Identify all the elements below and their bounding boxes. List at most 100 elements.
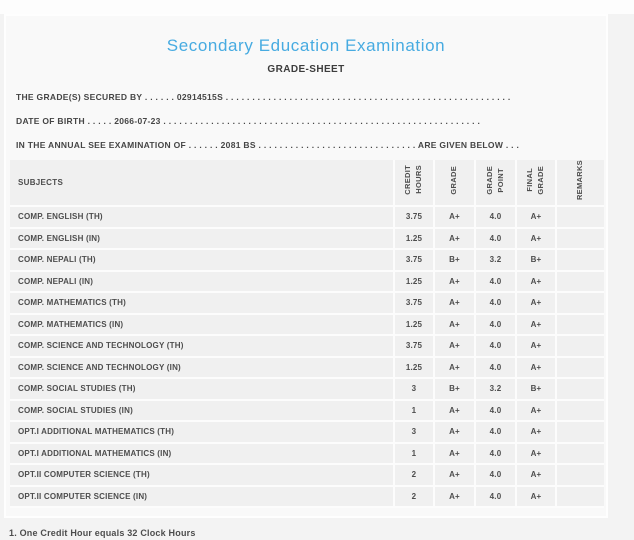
grade-cell: A+ [433, 292, 475, 315]
final-grade-cell: A+ [515, 399, 556, 423]
table-row: OPT.I ADDITIONAL MATHEMATICS (IN) 1 A+ 4.0 A… [10, 442, 604, 466]
subject-cell: COMP. SOCIAL STUDIES (TH) [10, 378, 394, 401]
table-row: COMP. SCIENCE AND TECHNOLOGY (IN) 1.25 A+ 4… [10, 356, 604, 380]
grade-point-cell: 4.0 [474, 227, 516, 251]
credit-hours-cell: 3 [393, 378, 434, 401]
remarks-column-header: REMARKS [555, 160, 604, 208]
grade-point-cell: 3.2 [474, 249, 516, 272]
credit-hours-cell: 1.25 [393, 313, 434, 337]
subject-cell: COMP. MATHEMATICS (TH) [10, 292, 394, 315]
info-suffix: ARE GIVEN BELOW . . . [417, 140, 520, 150]
page-title: Secondary Education Examination [166, 36, 446, 55]
credit-hours-cell: 1 [393, 399, 434, 423]
final-grade-cell: A+ [515, 442, 556, 466]
subject-cell: COMP. NEPALI (TH) [10, 249, 394, 272]
examination-year-value: 2081 BS [220, 140, 256, 150]
credit-hours-column-header: CREDIT HOURS [393, 160, 434, 208]
remarks-cell [555, 356, 604, 380]
subject-cell: COMP. SCIENCE AND TECHNOLOGY (IN) [10, 356, 394, 380]
dot-leader: . . . . . . [144, 92, 175, 102]
grade-point-cell: 4.0 [474, 442, 516, 466]
final-grade-cell: A+ [515, 206, 556, 229]
subject-cell: COMP. SCIENCE AND TECHNOLOGY (TH) [10, 335, 394, 358]
subject-cell: OPT.II COMPUTER SCIENCE (IN) [10, 485, 394, 509]
credit-hours-cell: 2 [393, 464, 434, 487]
grade-point-cell: 4.0 [474, 464, 516, 487]
table-row: OPT.II COMPUTER SCIENCE (IN) 2 A+ 4.0 A+ [10, 485, 604, 509]
table-header-row: SUBJECTS CREDIT HOURS GRADE GRADE POINT FINA… [10, 160, 604, 208]
final-grade-cell: A+ [515, 464, 556, 487]
candidate-info-block: THE GRADE(S) SECURED BY . . . . . . 0291… [16, 85, 596, 157]
subject-cell: OPT.I ADDITIONAL MATHEMATICS (IN) [10, 442, 394, 466]
final-grade-cell: A+ [515, 227, 556, 251]
dot-leader: . . . . . [87, 116, 112, 126]
grades-table-body: COMP. ENGLISH (TH) 3.75 A+ 4.0 A+ COMP. ENGLI… [10, 206, 604, 509]
subject-cell: COMP. ENGLISH (IN) [10, 227, 394, 251]
final-grade-cell: A+ [515, 356, 556, 380]
subjects-column-header: SUBJECTS [10, 160, 394, 208]
subject-cell: OPT.II COMPUTER SCIENCE (TH) [10, 464, 394, 487]
table-row: OPT.II COMPUTER SCIENCE (TH) 2 A+ 4.0 A+ [10, 464, 604, 487]
dot-leader: . . . . . . . . . . . . . . . . . . . . … [258, 140, 416, 150]
grade-cell: A+ [433, 227, 475, 251]
table-row: COMP. MATHEMATICS (TH) 3.75 A+ 4.0 A+ [10, 292, 604, 315]
grade-cell: A+ [433, 270, 475, 294]
grade-point-cell: 4.0 [474, 335, 516, 358]
final-grade-cell: B+ [515, 378, 556, 401]
table-row: COMP. SCIENCE AND TECHNOLOGY (TH) 3.75 A+ 4… [10, 335, 604, 358]
grade-point-cell: 4.0 [474, 399, 516, 423]
grade-point-cell: 3.2 [474, 378, 516, 401]
grade-point-cell: 4.0 [474, 313, 516, 337]
credit-hours-cell: 1 [393, 442, 434, 466]
info-prefix: THE GRADE(S) SECURED BY [16, 92, 143, 102]
remarks-cell [555, 292, 604, 315]
grade-cell: B+ [433, 378, 475, 401]
table-row: COMP. MATHEMATICS (IN) 1.25 A+ 4.0 A+ [10, 313, 604, 337]
footnote-credit-hours: 1. One Credit Hour equals 32 Clock Hours [9, 528, 196, 538]
remarks-cell [555, 464, 604, 487]
final-grade-cell: A+ [515, 485, 556, 509]
credit-hours-cell: 3.75 [393, 206, 434, 229]
remarks-cell [555, 227, 604, 251]
grade-point-cell: 4.0 [474, 206, 516, 229]
remarks-cell [555, 442, 604, 466]
grade-cell: A+ [433, 399, 475, 423]
table-row: COMP. ENGLISH (IN) 1.25 A+ 4.0 A+ [10, 227, 604, 251]
grade-point-cell: 4.0 [474, 421, 516, 444]
credit-hours-cell: 1.25 [393, 227, 434, 251]
remarks-cell [555, 421, 604, 444]
info-line-grades-secured-by: THE GRADE(S) SECURED BY . . . . . . 0291… [16, 85, 596, 109]
grade-sheet-label: GRADE-SHEET [267, 64, 345, 75]
table-row: COMP. ENGLISH (TH) 3.75 A+ 4.0 A+ [10, 206, 604, 229]
credit-hours-cell: 1.25 [393, 356, 434, 380]
grade-cell: A+ [433, 442, 475, 466]
remarks-cell [555, 378, 604, 401]
remarks-cell [555, 335, 604, 358]
remarks-cell [555, 313, 604, 337]
remarks-cell [555, 399, 604, 423]
subject-cell: OPT.I ADDITIONAL MATHEMATICS (TH) [10, 421, 394, 444]
date-of-birth-value: 2066-07-23 [114, 116, 161, 126]
grade-cell: A+ [433, 421, 475, 444]
grade-cell: A+ [433, 356, 475, 380]
table-row: COMP. SOCIAL STUDIES (TH) 3 B+ 3.2 B+ [10, 378, 604, 401]
remarks-cell [555, 485, 604, 509]
table-row: COMP. SOCIAL STUDIES (IN) 1 A+ 4.0 A+ [10, 399, 604, 423]
credit-hours-cell: 3.75 [393, 249, 434, 272]
grades-table: SUBJECTS CREDIT HOURS GRADE GRADE POINT FINA… [10, 160, 604, 509]
remarks-cell [555, 270, 604, 294]
credit-hours-cell: 1.25 [393, 270, 434, 294]
table-row: COMP. NEPALI (IN) 1.25 A+ 4.0 A+ [10, 270, 604, 294]
grade-point-cell: 4.0 [474, 485, 516, 509]
grade-sheet-card: Secondary Education Examination GRADE-SH… [4, 14, 608, 518]
credit-hours-cell: 3 [393, 421, 434, 444]
subject-cell: COMP. ENGLISH (TH) [10, 206, 394, 229]
grade-cell: A+ [433, 313, 475, 337]
remarks-cell [555, 249, 604, 272]
symbol-number-value: 02914515S [176, 92, 224, 102]
info-line-date-of-birth: DATE OF BIRTH . . . . . 2066-07-23 . . .… [16, 109, 596, 133]
table-row: OPT.I ADDITIONAL MATHEMATICS (TH) 3 A+ 4.0 A… [10, 421, 604, 444]
subject-cell: COMP. SOCIAL STUDIES (IN) [10, 399, 394, 423]
final-grade-cell: A+ [515, 313, 556, 337]
final-grade-cell: A+ [515, 335, 556, 358]
